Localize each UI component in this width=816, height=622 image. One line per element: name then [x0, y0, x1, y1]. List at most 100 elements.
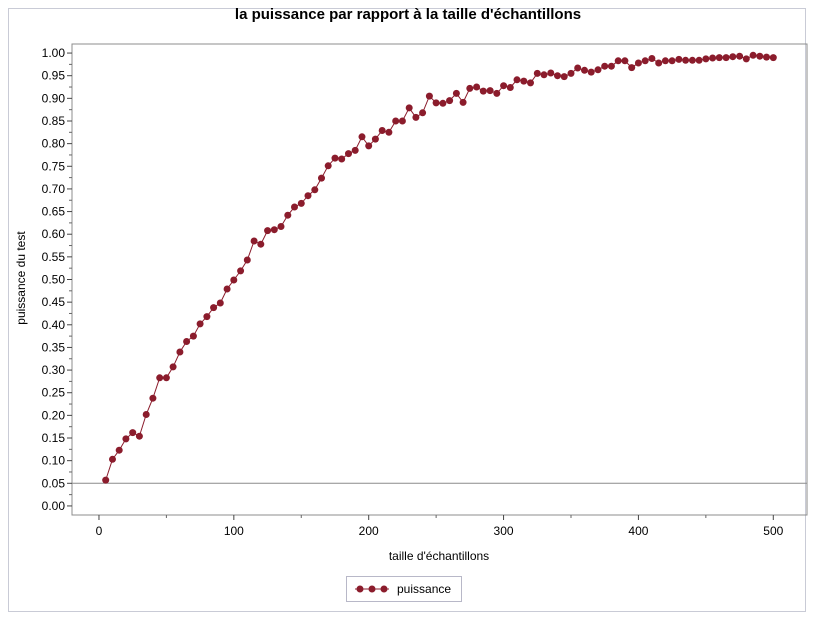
data-point: [722, 54, 730, 62]
data-point: [688, 56, 696, 64]
y-tick-label: 0.85: [42, 114, 66, 128]
plot-frame: [71, 43, 808, 516]
y-tick-label: 0.30: [42, 363, 66, 377]
data-point: [695, 56, 703, 64]
data-point: [237, 267, 245, 275]
chart-title: la puissance par rapport à la taille d'é…: [234, 6, 582, 23]
data-point: [756, 52, 764, 60]
data-point: [156, 374, 164, 382]
data-point: [581, 66, 588, 74]
series-layer: [102, 51, 777, 484]
data-point: [648, 55, 656, 62]
x-axis: 0 100 200 300 400 500: [96, 515, 784, 538]
data-point: [655, 59, 663, 67]
data-point: [486, 87, 494, 95]
data-point: [365, 142, 373, 150]
data-point: [257, 240, 265, 248]
data-point: [183, 338, 191, 345]
data-point: [210, 304, 218, 312]
y-tick-label: 0.05: [42, 476, 66, 490]
x-axis-label: taille d'échantillons: [389, 549, 489, 563]
y-tick-label: 0.25: [42, 386, 66, 400]
y-tick-label: 0.40: [42, 318, 66, 332]
y-tick-label: 0.60: [42, 227, 66, 241]
data-point: [135, 432, 143, 440]
data-point: [641, 57, 649, 65]
legend-swatch: [355, 585, 389, 593]
data-point: [668, 57, 676, 65]
data-point: [149, 394, 157, 402]
data-point: [169, 363, 177, 371]
y-axis-label: puissance du test: [14, 231, 28, 325]
data-point: [742, 55, 750, 63]
data-point: [189, 332, 197, 340]
data-point: [459, 98, 467, 106]
data-point: [203, 313, 211, 321]
data-point: [230, 276, 238, 284]
data-point: [311, 186, 319, 194]
data-point: [446, 97, 454, 105]
data-point: [412, 113, 420, 121]
data-point: [634, 59, 642, 67]
data-point: [594, 66, 602, 74]
data-point: [500, 82, 508, 90]
y-tick-label: 0.10: [42, 454, 66, 468]
data-point: [129, 429, 137, 437]
legend-label: puissance: [397, 582, 452, 596]
data-point: [318, 174, 325, 182]
data-point: [709, 54, 717, 62]
data-point: [392, 117, 400, 125]
data-point: [493, 89, 501, 97]
data-point: [297, 199, 305, 207]
data-point: [621, 57, 629, 65]
data-point: [567, 69, 575, 77]
data-point: [102, 476, 110, 484]
data-point: [533, 69, 541, 77]
y-tick-label: 0.00: [42, 499, 66, 513]
data-point: [115, 446, 123, 454]
data-point: [371, 135, 379, 143]
data-point: [378, 127, 386, 134]
x-tick-label: 100: [224, 524, 244, 538]
data-point: [466, 84, 474, 92]
data-point: [196, 320, 204, 328]
data-point: [513, 76, 521, 84]
x-tick-label: 400: [628, 524, 648, 538]
data-point: [122, 435, 130, 443]
data-point: [345, 150, 352, 158]
data-point: [264, 227, 272, 235]
data-point: [729, 53, 737, 61]
data-point: [432, 99, 440, 107]
data-point: [109, 455, 116, 463]
data-point: [405, 104, 413, 112]
data-point: [176, 348, 184, 356]
y-tick-label: 0.90: [42, 91, 66, 105]
data-point: [479, 87, 487, 95]
y-tick-label: 0.65: [42, 205, 66, 219]
data-point: [607, 62, 615, 70]
y-tick-label: 0.70: [42, 182, 66, 196]
y-tick-label: 0.35: [42, 340, 66, 354]
data-point: [351, 146, 359, 154]
x-tick-label: 0: [96, 524, 103, 538]
x-tick-label: 500: [763, 524, 783, 538]
data-point: [527, 79, 534, 87]
data-point: [763, 53, 770, 61]
y-tick-label: 0.45: [42, 295, 66, 309]
data-point: [358, 133, 366, 141]
data-point: [338, 155, 346, 163]
data-point: [554, 72, 561, 80]
y-tick-label: 0.80: [42, 137, 66, 151]
data-point: [162, 374, 170, 382]
legend: puissance: [346, 576, 463, 602]
data-point: [661, 57, 669, 65]
data-point: [452, 89, 460, 97]
data-point: [769, 54, 777, 62]
data-point: [675, 55, 683, 63]
data-point: [601, 62, 609, 70]
y-tick-label: 0.15: [42, 431, 66, 445]
y-axis: 0.00 0.05 0.10 0.15 0.20 0.25 0.30 0.35 0.40 0.45…: [42, 46, 72, 513]
data-point: [284, 211, 292, 219]
data-point: [614, 57, 622, 65]
figure-border: [8, 8, 806, 612]
